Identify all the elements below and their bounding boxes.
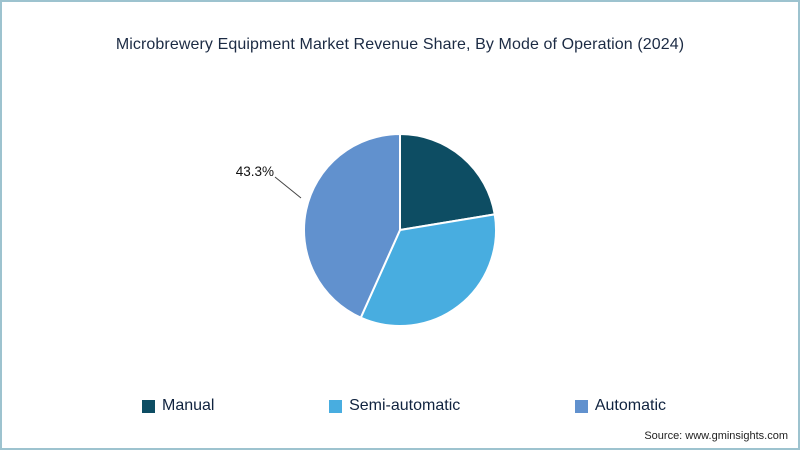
pie-slice-automatic[interactable] — [303, 133, 401, 319]
legend-label-manual: Manual — [162, 397, 215, 414]
callout-leader-line — [274, 176, 302, 199]
legend-label-semi-automatic: Semi-automatic — [349, 397, 461, 414]
chart-legend: Manual Semi-automatic Automatic — [142, 397, 666, 415]
pie-slice-manual[interactable] — [399, 133, 496, 231]
legend-swatch-manual — [142, 399, 155, 413]
slice-callout-automatic: 43.3% — [236, 164, 274, 179]
pie-chart: 43.3% — [236, 133, 497, 327]
legend-swatch-semi-automatic — [329, 399, 343, 413]
chart-title: Microbrewery Equipment Market Revenue Sh… — [115, 36, 685, 53]
source-text: Source: www.gminsights.com — [644, 430, 788, 442]
legend-label-automatic: Automatic — [594, 397, 666, 414]
legend-item-manual[interactable]: Manual — [142, 397, 214, 415]
legend-swatch-automatic — [574, 399, 588, 413]
legend-item-automatic[interactable]: Automatic — [574, 397, 666, 415]
legend-item-semi-automatic[interactable]: Semi-automatic — [329, 397, 460, 415]
